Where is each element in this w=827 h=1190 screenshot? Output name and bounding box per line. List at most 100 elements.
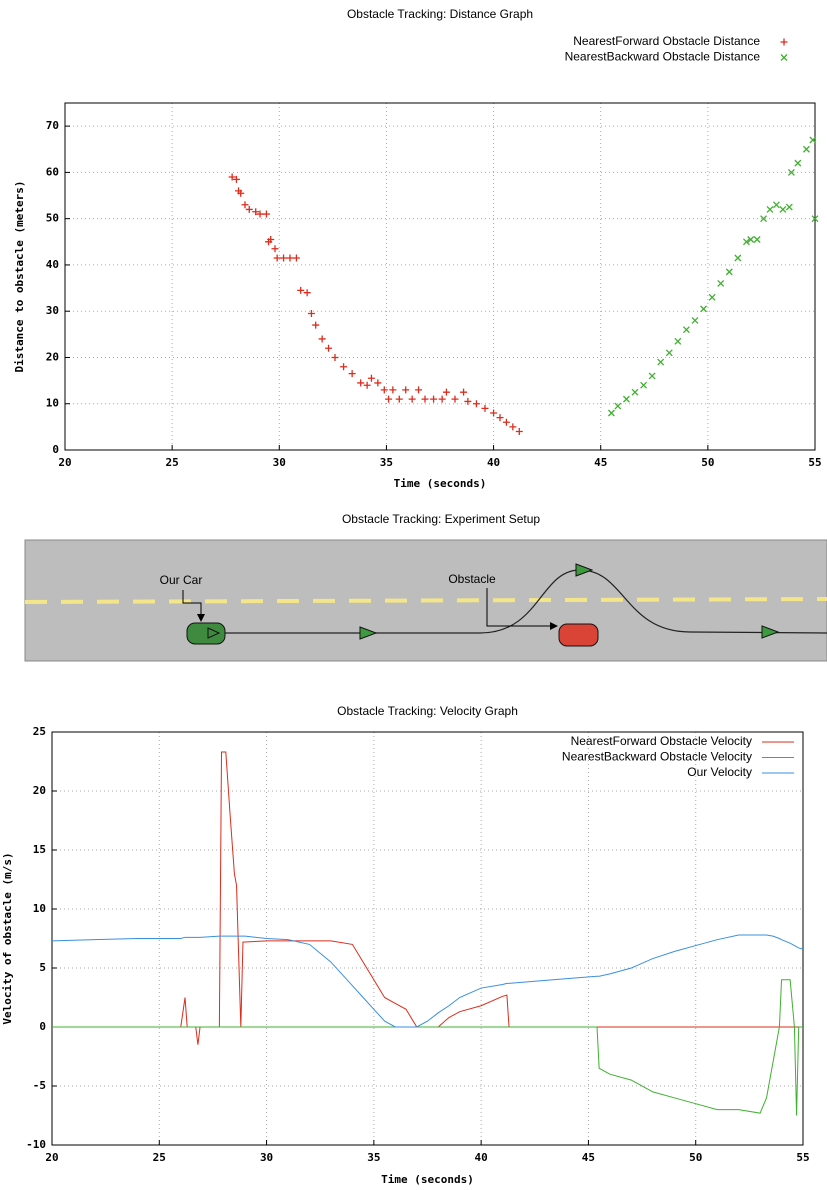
data-point (665, 349, 673, 357)
data-point (395, 395, 403, 403)
data-point (363, 381, 371, 389)
data-point (273, 254, 281, 262)
direction-arrow (575, 563, 594, 577)
obstacle-label: Obstacle (448, 572, 496, 586)
x-tick-label: 20 (58, 456, 71, 469)
data-point (809, 136, 817, 144)
data-point (237, 189, 245, 197)
plot-frame (64, 102, 816, 451)
lane-divider (24, 597, 827, 604)
x-tick-label: 20 (45, 1151, 58, 1164)
car-arrow (207, 627, 221, 639)
chart-title: Obstacle Tracking: Distance Graph (347, 7, 533, 21)
data-point (502, 418, 510, 426)
y-tick-label: 20 (46, 350, 59, 363)
x-tick-label: 25 (153, 1151, 166, 1164)
legend-label: NearestBackward Obstacle Velocity (562, 750, 752, 764)
data-point (725, 268, 733, 276)
y-tick-label: -10 (26, 1138, 46, 1151)
our-car (186, 622, 226, 645)
pointer-head (197, 614, 205, 622)
legend-label: NearestBackward Obstacle Distance (565, 50, 761, 64)
data-point (742, 238, 750, 246)
data-point (340, 363, 348, 371)
data-point (472, 400, 480, 408)
y-tick-label: 10 (46, 397, 59, 410)
data-point (802, 145, 810, 153)
data-point (438, 395, 446, 403)
data-point (331, 353, 339, 361)
data-point (280, 254, 288, 262)
data-point (772, 201, 780, 209)
y-tick-label: 5 (39, 961, 46, 974)
data-point (286, 254, 294, 262)
data-point (451, 395, 459, 403)
data-point (607, 409, 615, 417)
x-tick-label: 30 (260, 1151, 273, 1164)
y-tick-label: 50 (46, 212, 59, 225)
plot-frame (51, 731, 804, 1146)
data-point (460, 388, 468, 396)
data-point (496, 414, 504, 422)
data-point (614, 402, 622, 410)
y-tick-label: 0 (39, 1020, 46, 1033)
data-point (779, 205, 787, 213)
data-point (357, 379, 365, 387)
data-point (421, 395, 429, 403)
setup-diagram: Obstacle Tracking: Experiment Setup Our … (24, 512, 827, 662)
x-tick-label: 45 (594, 456, 607, 469)
data-point (464, 397, 472, 405)
data-point (292, 254, 300, 262)
y-axis-label: Distance to obstacle (meters) (13, 180, 26, 372)
data-point (380, 386, 388, 394)
label-pointer (182, 590, 202, 617)
y-tick-label: 70 (46, 119, 59, 132)
data-point (415, 386, 423, 394)
data-point (348, 370, 356, 378)
data-point (509, 423, 517, 431)
legend-marker (780, 54, 788, 61)
data-point (648, 372, 656, 380)
data-point (267, 235, 275, 243)
data-point (691, 316, 699, 324)
data-point (640, 381, 648, 389)
x-tick-label: 25 (166, 456, 179, 469)
data-point (312, 321, 320, 329)
chart-title: Obstacle Tracking: Velocity Graph (337, 704, 518, 718)
legend-label: Our Velocity (687, 765, 752, 779)
data-point (674, 337, 682, 345)
data-line (51, 934, 804, 1028)
data-point (241, 201, 249, 209)
data-point (367, 374, 375, 382)
y-tick-label: 25 (33, 725, 46, 738)
data-point (766, 205, 774, 213)
data-point (262, 210, 270, 218)
data-point (430, 395, 438, 403)
y-tick-label: 10 (33, 902, 46, 915)
data-point (256, 210, 264, 218)
data-point (252, 208, 260, 216)
data-point (708, 293, 716, 301)
diagram-title: Obstacle Tracking: Experiment Setup (342, 512, 540, 526)
data-point (297, 286, 305, 294)
data-point (811, 215, 819, 223)
x-tick-label: 50 (689, 1151, 702, 1164)
y-axis-label: Velocity of obstacle (m/s) (1, 852, 14, 1024)
x-tick-label: 50 (701, 456, 714, 469)
y-tick-label: 40 (46, 258, 59, 271)
y-tick-label: -5 (33, 1079, 46, 1092)
data-point (385, 395, 393, 403)
x-axis-label: Time (seconds) (394, 477, 487, 490)
data-point (228, 173, 236, 181)
data-point (318, 335, 326, 343)
data-point (389, 386, 397, 394)
data-point (271, 245, 279, 253)
x-tick-label: 30 (273, 456, 286, 469)
data-point (232, 175, 240, 183)
x-tick-label: 55 (808, 456, 821, 469)
data-point (245, 205, 253, 213)
data-point (700, 305, 708, 313)
obstacle-car (558, 623, 599, 647)
x-tick-label: 40 (475, 1151, 488, 1164)
